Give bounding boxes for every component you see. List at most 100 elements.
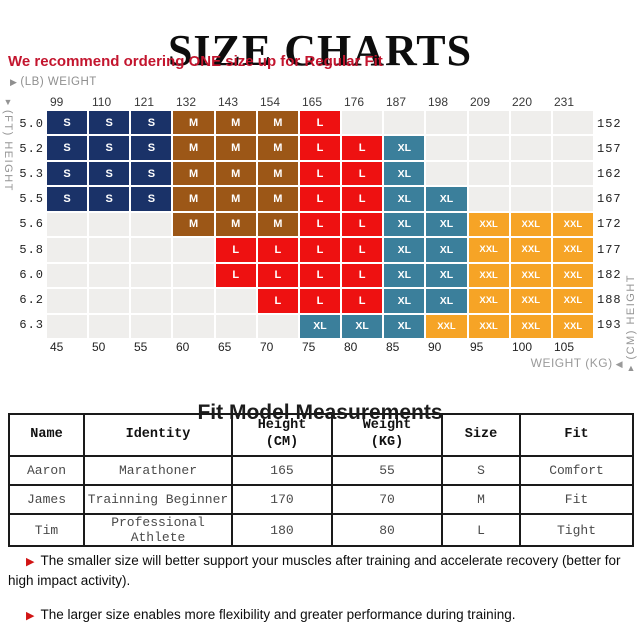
- cm-height-axis-text: (CM) HEIGHT: [625, 274, 637, 360]
- size-cell-s: S: [47, 136, 88, 160]
- table-header-row: Name Identity Height (CM) Weight (KG) Size Fi…: [8, 413, 634, 457]
- size-cell-m: M: [257, 111, 298, 135]
- size-cell-xxl: XXL: [510, 238, 551, 262]
- size-cell-l: L: [299, 111, 341, 135]
- size-cell-s: S: [89, 111, 130, 135]
- table-cell: 80: [331, 513, 443, 547]
- size-cell-l: L: [342, 161, 383, 186]
- table-row: James Trainning Beginner 170 70 M Fit: [8, 484, 634, 515]
- lb-tick: 165: [302, 95, 323, 109]
- size-cell-empty: [47, 238, 88, 262]
- right-arrow-icon: ▶: [10, 77, 18, 87]
- size-cell-l: L: [257, 263, 298, 288]
- size-cell-s: S: [89, 136, 130, 160]
- lb-tick: 143: [218, 95, 239, 109]
- kg-tick: 65: [218, 340, 232, 354]
- ft-height-axis-text: (FT) HEIGHT: [2, 110, 14, 192]
- table-cell: 165: [231, 455, 333, 486]
- table-cell: Marathoner: [83, 455, 233, 486]
- size-cell-empty: [89, 238, 130, 262]
- size-cell-m: M: [173, 111, 214, 135]
- size-cell-l: L: [215, 238, 256, 262]
- page-title: SIZE CHARTS: [167, 26, 473, 76]
- size-cell-xxl: XXL: [552, 263, 593, 288]
- size-cell-l: L: [342, 136, 383, 160]
- size-cell-m: M: [257, 136, 298, 160]
- size-cell-m: M: [215, 161, 256, 186]
- size-cell-empty: [510, 136, 551, 160]
- lb-weight-axis-text: (LB) WEIGHT: [20, 76, 97, 88]
- triangle-bullet-icon: ▶: [26, 556, 35, 568]
- size-cell-xl: XL: [384, 263, 425, 288]
- size-cell-empty: [552, 161, 593, 186]
- kg-tick: 50: [92, 340, 106, 354]
- cm-tick: 188: [597, 293, 622, 308]
- cm-tick: 152: [597, 116, 622, 131]
- size-cell-empty: [173, 314, 214, 338]
- size-cell-xxl: XXL: [468, 212, 509, 237]
- lb-tick: 209: [470, 95, 491, 109]
- lb-tick: 154: [260, 95, 281, 109]
- left-arrow-icon: ◀: [615, 359, 623, 369]
- size-cell-xl: XL: [384, 314, 425, 338]
- size-cell-empty: [173, 263, 214, 288]
- size-cell-s: S: [47, 111, 88, 135]
- ft-tick: 6.0: [19, 267, 44, 282]
- size-cell-empty: [89, 212, 130, 237]
- triangle-bullet-icon: ▶: [26, 609, 35, 622]
- table-header-cell: Weight (KG): [331, 413, 443, 457]
- size-cell-xl: XL: [384, 289, 425, 313]
- fit-model-table: Name Identity Height (CM) Weight (KG) Size Fi…: [8, 413, 634, 547]
- table-cell: Aaron: [8, 455, 85, 486]
- kg-weight-axis-label: WEIGHT (KG) ◀: [531, 356, 623, 370]
- size-cell-l: L: [342, 187, 383, 211]
- size-cell-l: L: [342, 212, 383, 237]
- cm-height-axis-label: (CM) HEIGHT ▲: [623, 150, 639, 374]
- size-cell-xl: XL: [426, 187, 467, 211]
- size-cell-xl: XL: [384, 136, 425, 160]
- size-cell-m: M: [215, 212, 256, 237]
- ft-axis-ticks: 5.0 5.2 5.3 5.5 5.6 5.8 6.0 6.2 6.3: [12, 111, 44, 338]
- size-cell-l: L: [299, 136, 341, 160]
- size-cell-xl: XL: [426, 212, 467, 237]
- size-cell-xl: XL: [384, 187, 425, 211]
- size-cell-empty: [131, 314, 172, 338]
- size-cell-empty: [552, 111, 593, 135]
- kg-tick: 60: [176, 340, 190, 354]
- table-row: Aaron Marathoner 165 55 S Comfort: [8, 455, 634, 486]
- size-cell-empty: [257, 314, 298, 338]
- size-cell-xxl: XXL: [468, 238, 509, 262]
- cm-tick: 162: [597, 167, 622, 182]
- lb-tick: 176: [344, 95, 365, 109]
- size-cell-empty: [468, 161, 509, 186]
- size-cell-xl: XL: [426, 238, 467, 262]
- lb-tick: 99: [50, 95, 64, 109]
- size-cell-xl: XL: [426, 289, 467, 313]
- size-cell-empty: [47, 212, 88, 237]
- size-cell-empty: [426, 136, 467, 160]
- ft-height-axis-label: ▼ (FT) HEIGHT: [0, 96, 16, 356]
- table-cell: Fit: [519, 484, 634, 515]
- size-cell-empty: [47, 289, 88, 313]
- size-cell-m: M: [257, 187, 298, 211]
- table-cell: 170: [231, 484, 333, 515]
- ft-tick: 5.2: [19, 141, 44, 156]
- table-cell: L: [441, 513, 521, 547]
- lb-axis-ticks: 99 110 121 132 143 154 165 176 187 198 209 220 231: [47, 95, 593, 109]
- fit-recommendation-note: We recommend ordering ONE size up for Re…: [8, 53, 383, 70]
- size-cell-empty: [173, 238, 214, 262]
- size-cell-empty: [131, 263, 172, 288]
- down-arrow-icon: ▼: [3, 97, 13, 107]
- table-cell: James: [8, 484, 85, 515]
- size-cell-m: M: [215, 187, 256, 211]
- size-cell-m: M: [257, 161, 298, 186]
- kg-tick: 85: [386, 340, 400, 354]
- size-cell-m: M: [173, 187, 214, 211]
- size-heatmap-grid: S S S M M M L S S S M M M L L XL S S S M M M L L XL S S S M M M L L XL XL M…: [47, 111, 593, 338]
- size-cell-l: L: [342, 289, 383, 313]
- size-cell-empty: [384, 111, 425, 135]
- size-cell-xxl: XXL: [510, 289, 551, 313]
- kg-tick: 100: [512, 340, 533, 354]
- size-cell-xxl: XXL: [468, 289, 509, 313]
